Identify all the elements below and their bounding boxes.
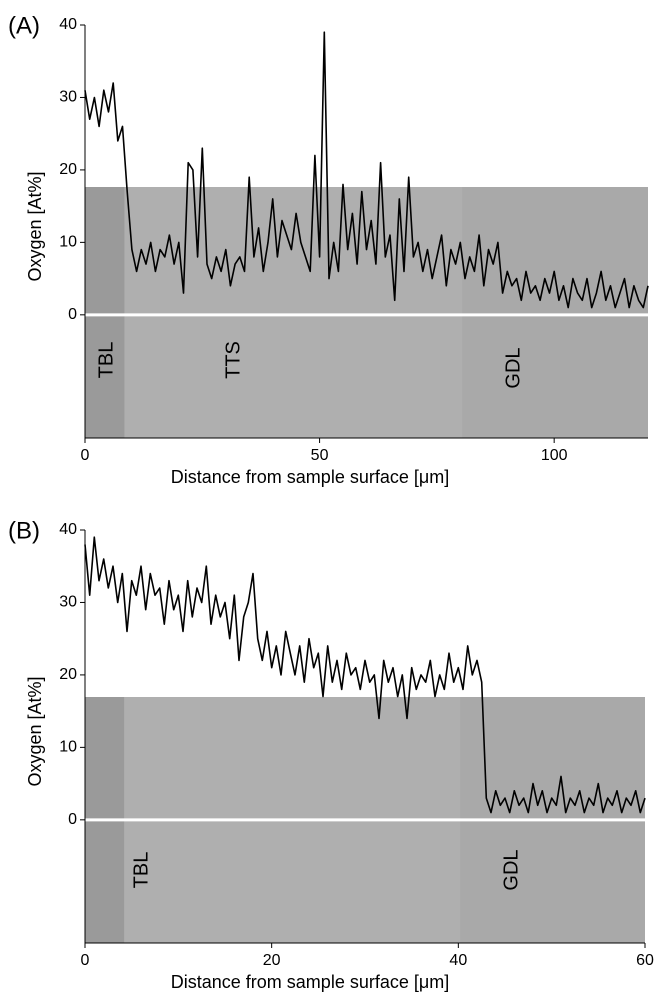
y-axis-title: Oxygen [At%] [25,676,45,786]
x-tick-label: 100 [541,447,568,464]
y-tick-label: 0 [68,306,77,323]
x-tick-label: 20 [263,952,281,969]
x-axis-title: Distance from sample surface [μm] [171,972,449,992]
y-tick-label: 30 [59,594,77,611]
y-tick-label: 30 [59,89,77,106]
region-label: TBL [130,852,152,889]
panel-label: (B) [8,517,40,544]
sem-layer [85,187,125,438]
x-axis-title: Distance from sample surface [μm] [171,467,449,487]
y-tick-label: 40 [59,16,77,33]
x-tick-label: 0 [81,952,90,969]
y-tick-label: 40 [59,521,77,538]
data-line [84,31,649,309]
y-tick-label: 20 [59,161,77,178]
y-tick-label: 10 [59,234,77,251]
region-label: TBL [95,342,117,379]
region-label: GDL [500,849,522,890]
data-line [84,536,646,814]
panel-label: (A) [8,12,40,39]
y-tick-label: 0 [68,811,77,828]
y-tick-label: 10 [59,739,77,756]
y-axis-title: Oxygen [At%] [25,171,45,281]
x-tick-label: 60 [636,952,654,969]
x-tick-label: 0 [81,447,90,464]
region-label: GDL [502,347,524,388]
x-tick-label: 40 [449,952,467,969]
region-label: TTS [222,341,244,379]
x-tick-label: 50 [311,447,329,464]
y-tick-label: 20 [59,666,77,683]
